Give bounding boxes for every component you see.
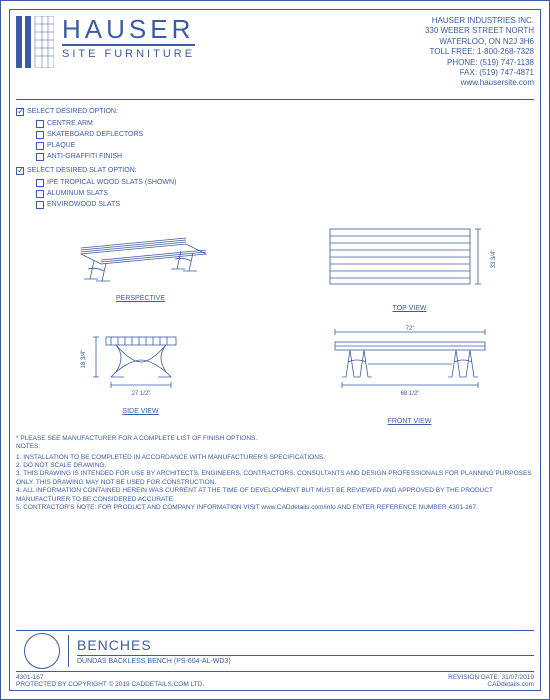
title-block: BENCHES DUNDAS BACKLESS BENCH (PS-604-AL… [16,630,534,672]
checkbox-icon [16,167,24,175]
note-5: 5. CONTRACTOR'S NOTE: FOR PRODUCT AND CO… [16,504,534,512]
option-item: ANTI-GRAFFITI FINISH [47,153,122,160]
checkbox-icon [36,142,44,150]
company-address1: 330 WEBER STREET NORTH [425,26,534,36]
notes-section: * PLEASE SEE MANUFACTURER FOR A COMPLETE… [16,435,534,513]
note-2: 2. DO NOT SCALE DRAWING. [16,462,534,470]
option-header-1: SELECT DESIRED OPTION: [27,108,118,115]
perspective-view: PERSPECTIVE [16,219,265,312]
dim-front-length: 72" [405,326,414,332]
company-address2: WATERLOO, ON N2J 3H6 [425,37,534,47]
company-name: HAUSER INDUSTRIES INC. [425,16,534,26]
company-tollfree: TOLL FREE: 1-800-268-7328 [425,47,534,57]
footer: 4301-167 PROTECTED BY COPYRIGHT © 2019 C… [16,672,534,690]
options-section: SELECT DESIRED OPTION: CENTRE ARM SKATEB… [16,108,534,209]
footer-ref: 4301-167 [16,674,43,681]
company-website: www.hausersite.com [425,78,534,88]
footer-copyright: PROTECTED BY COPYRIGHT © 2019 CADDETAILS… [16,681,204,688]
notes-header: NOTES: [16,443,534,451]
checkbox-icon [36,179,44,187]
option-item: SKATEBOARD DEFLECTORS [47,131,143,138]
logo-title: HAUSER [62,16,195,42]
footer-revision: REVISION DATE: 31/07/2019 [448,674,534,681]
dim-side-width: 27 1/2" [131,391,150,397]
logo-subtitle: SITE FURNITURE [62,44,195,60]
dim-front-base: 68 1/2" [400,391,419,397]
drawings-grid: PERSPECTIVE 33 3/4" [16,219,534,425]
company-fax: FAX: (519) 747-4871 [425,68,534,78]
header: HAUSER SITE FURNITURE HAUSER INDUSTRIES … [16,16,534,89]
notes-asterisk: * PLEASE SEE MANUFACTURER FOR A COMPLETE… [16,435,534,443]
view-label: PERSPECTIVE [116,295,165,302]
note-3: 3. THIS DRAWING IS INTENDED FOR USE BY A… [16,470,534,487]
top-view: 33 3/4" TOP VIEW [285,219,534,312]
view-label: FRONT VIEW [388,418,432,425]
view-label: TOP VIEW [393,305,427,312]
company-info: HAUSER INDUSTRIES INC. 330 WEBER STREET … [425,16,534,89]
category-title: BENCHES [77,635,534,656]
view-label: SIDE VIEW [122,408,158,415]
option-header-2: SELECT DESIRED SLAT OPTION: [27,167,137,174]
option-item: CENTRE ARM [47,120,93,127]
company-phone: PHONE: (519) 747-1138 [425,58,534,68]
option-item: ENVIROWOOD SLATS [47,201,120,208]
checkbox-icon [36,201,44,209]
checkbox-icon [36,131,44,139]
option-item: IPE TROPICAL WOOD SLATS (SHOWN) [47,179,176,186]
checkbox-icon [36,153,44,161]
checkbox-icon [36,190,44,198]
note-4: 4. ALL INFORMATION CONTAINED HEREIN WAS … [16,487,534,504]
title-circle-icon [24,633,60,669]
option-item: PLAQUE [47,142,75,149]
dim-side-height: 18 3/4" [81,349,87,368]
logo-icon [16,16,54,68]
footer-site: CADdetails.com [487,681,534,688]
front-view: 72" 68 1/2" FRONT VIEW [285,322,534,425]
option-item: ALUMINUM SLATS [47,190,108,197]
note-1: 1. INSTALLATION TO BE COMPLETED IN ACCOR… [16,454,534,462]
logo-area: HAUSER SITE FURNITURE [16,16,195,68]
product-title: DUNDAS BACKLESS BENCH (PS-604-AL-WD3) [77,656,534,667]
dim-top-width: 33 3/4" [491,249,497,268]
checkbox-icon [36,120,44,128]
checkbox-icon [16,108,24,116]
side-view: 18 3/4" 27 1/2" SIDE VIEW [16,322,265,425]
